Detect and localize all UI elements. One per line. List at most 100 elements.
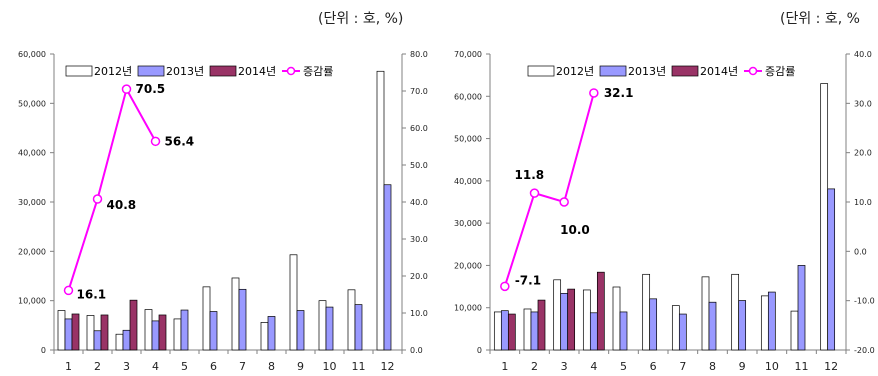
chart1-bar-2012년-9 xyxy=(289,254,298,351)
chart1-right-tick-label: 0.0 xyxy=(410,346,423,355)
chart1-x-tick-label: 12 xyxy=(381,360,395,373)
chart1-x-tick-label: 10 xyxy=(323,360,337,373)
chart2-x-tick-label: 7 xyxy=(679,360,686,373)
chart1-bar-2012년-7 xyxy=(231,277,240,351)
chart2-right-tick-label: 40.0 xyxy=(854,50,872,59)
chart2-bar-2012년-11 xyxy=(790,310,799,351)
chart2-right-tick-label: 10.0 xyxy=(854,198,872,207)
chart2-left-tick-label: 70,000 xyxy=(454,50,482,59)
chart1-right-tick-label: 50.0 xyxy=(410,161,428,170)
chart1-right-tick-label: 70.0 xyxy=(410,87,428,96)
chart2-data-label-2: 11.8 xyxy=(515,168,545,182)
chart1-legend-swatch-2012년 xyxy=(65,65,93,77)
chart1-left-tick-label: 0 xyxy=(41,346,46,355)
chart1-x-tick-label: 7 xyxy=(239,360,246,373)
chart2-rate-point-1 xyxy=(500,281,510,292)
chart2-right-tick-label: 0.0 xyxy=(854,247,867,256)
chart2-x-tick-label: 2 xyxy=(531,360,538,373)
chart2-x-tick-label: 9 xyxy=(739,360,746,373)
chart2-bar-2012년-2 xyxy=(523,308,532,351)
chart1-bar-2013년-5 xyxy=(180,309,189,351)
chart2-bar-2013년-5 xyxy=(619,311,628,351)
chart1-bar-2013년-8 xyxy=(267,316,276,351)
chart1-rate-line xyxy=(67,86,157,291)
chart1-right-tick-label: 10.0 xyxy=(410,309,428,318)
chart1-x-tick-label: 5 xyxy=(181,360,188,373)
chart2-left-tick-label: 40,000 xyxy=(454,177,482,186)
chart1-bar-2013년-2 xyxy=(93,330,102,351)
chart2-left-tick-label: 20,000 xyxy=(454,261,482,270)
chart1-right-tick-label: 20.0 xyxy=(410,272,428,281)
chart1-bar-2012년-8 xyxy=(260,322,269,351)
chart1-bar-2012년-10 xyxy=(318,300,327,351)
chart1-legend-label-2014년: 2014년 xyxy=(238,65,276,78)
chart1-x-tick-label: 8 xyxy=(268,360,275,373)
chart2-legend-label-2012년: 2012년 xyxy=(556,65,594,78)
chart1-legend-marker-rate xyxy=(286,66,296,76)
chart1-left-tick-label: 10,000 xyxy=(18,297,46,306)
chart1-bar-2012년-12 xyxy=(376,70,385,351)
chart1-bar-2014년-1 xyxy=(71,313,80,351)
chart2-right-tick-label: -20.0 xyxy=(854,346,875,355)
chart2-bar-2014년-4 xyxy=(596,271,605,351)
chart1-bar-2012년-5 xyxy=(173,318,182,351)
chart2-left-tick-label: 10,000 xyxy=(454,304,482,313)
chart1-bar-2012년-11 xyxy=(347,289,356,351)
chart2-bar-2013년-7 xyxy=(678,313,687,351)
chart1-bar-2012년-4 xyxy=(144,309,153,351)
chart2-bar-2012년-9 xyxy=(731,273,740,351)
chart2-bar-2013년-6 xyxy=(649,298,658,351)
chart1-bar-2013년-3 xyxy=(122,329,131,351)
chart1-right-tick-label: 30.0 xyxy=(410,235,428,244)
chart2-bar-2012년-4 xyxy=(582,289,591,351)
chart2-bar-2012년-6 xyxy=(642,273,651,351)
chart2-bar-2013년-2 xyxy=(530,311,539,351)
chart2-x-tick-label: 6 xyxy=(650,360,657,373)
chart2-x-tick-label: 12 xyxy=(824,360,838,373)
chart1-right-tick-label: 40.0 xyxy=(410,198,428,207)
chart2-bar-2013년-1 xyxy=(500,310,509,351)
chart2-bar-2012년-7 xyxy=(671,305,680,351)
chart2-x-tick-label: 8 xyxy=(709,360,716,373)
chart2-x-tick-label: 1 xyxy=(501,360,508,373)
chart1-bar-2013년-9 xyxy=(296,310,305,351)
chart1-rate-point-2 xyxy=(92,194,103,204)
chart2-x-tick-label: 4 xyxy=(590,360,597,373)
chart2-bar-2012년-1 xyxy=(493,311,502,351)
chart2-legend-swatch-2014년 xyxy=(671,65,699,77)
chart2-bar-2014년-2 xyxy=(537,299,546,351)
chart1-bar-2014년-4 xyxy=(158,314,167,351)
chart2-x-tick-label: 10 xyxy=(765,360,779,373)
chart1-legend-label-2013년: 2013년 xyxy=(166,65,204,78)
chart1-left-tick-label: 20,000 xyxy=(18,247,46,256)
chart1-x-tick-label: 6 xyxy=(210,360,217,373)
chart1-left-tick-label: 50,000 xyxy=(18,99,46,108)
chart2-right-tick-label: 20.0 xyxy=(854,149,872,158)
chart2-bar-2013년-3 xyxy=(560,292,569,351)
chart2-data-label-1: -7.1 xyxy=(515,273,541,287)
chart1-bar-2013년-7 xyxy=(238,288,247,351)
chart1-rate-point-3 xyxy=(121,84,132,94)
chart2-bar-2013년-9 xyxy=(738,300,747,351)
chart1-bar-2012년-1 xyxy=(57,310,66,351)
chart2-bar-2013년-4 xyxy=(589,312,598,351)
chart2-legend-label-2013년: 2013년 xyxy=(628,65,666,78)
chart1-data-label-2: 40.8 xyxy=(107,198,137,212)
chart2-bar-2013년-12 xyxy=(827,188,836,351)
chart2-bar-2012년-10 xyxy=(760,295,769,351)
chart1-bar-2013년-12 xyxy=(383,184,392,351)
chart1-x-tick-label: 3 xyxy=(123,360,130,373)
chart1-legend-swatch-2013년 xyxy=(137,65,165,77)
chart1-bar-2012년-6 xyxy=(202,286,211,351)
chart1-bar-2013년-1 xyxy=(64,318,73,351)
chart1-rate-point-4 xyxy=(150,136,161,147)
chart2-left-tick-label: 30,000 xyxy=(454,219,482,228)
chart1-bar-2012년-2 xyxy=(86,315,95,351)
chart2-data-label-4: 32.1 xyxy=(604,86,634,100)
chart1-bar-2013년-4 xyxy=(151,320,160,351)
chart2-x-tick-label: 3 xyxy=(561,360,568,373)
chart1-x-tick-label: 9 xyxy=(297,360,304,373)
chart1-legend-label-rate: 증감률 xyxy=(303,65,333,78)
chart2-bar-2013년-8 xyxy=(708,301,717,351)
